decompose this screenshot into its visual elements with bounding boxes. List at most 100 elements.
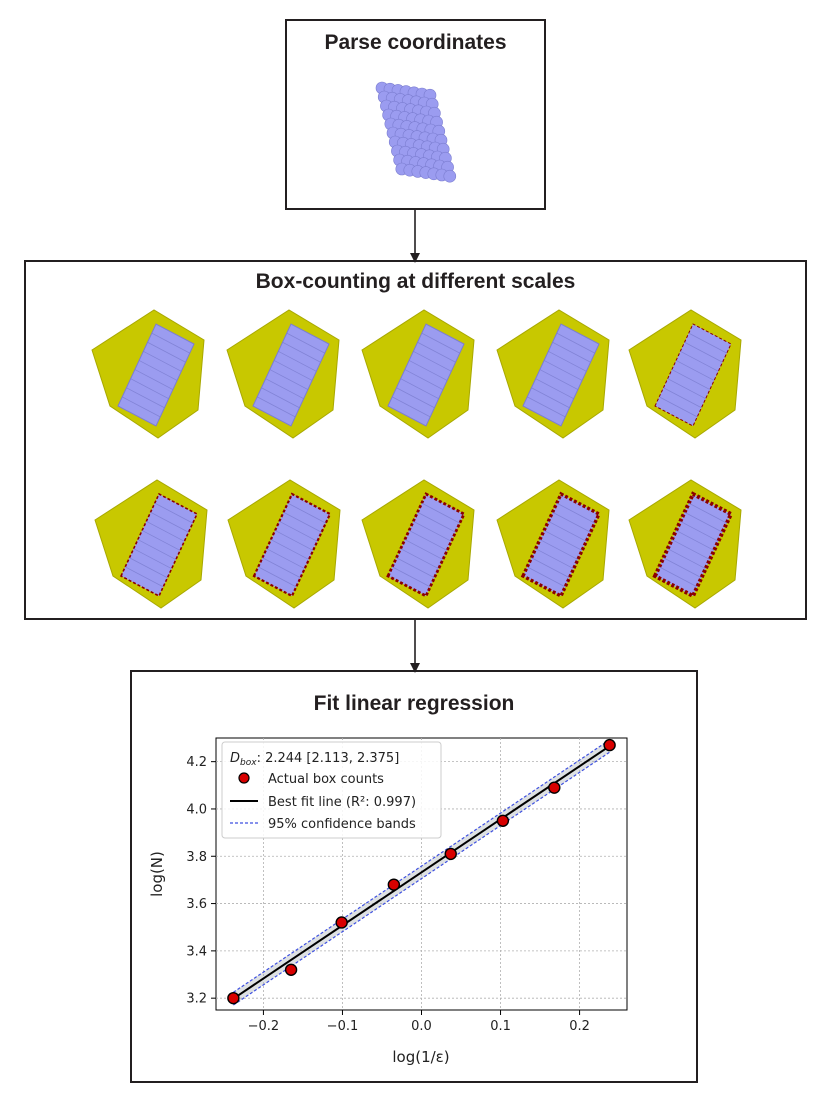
- box-counting-illustrations: [91, 309, 742, 609]
- atom-row: [151, 332, 190, 354]
- atom-row: [396, 557, 435, 579]
- box-counting-panel: [226, 309, 340, 439]
- atom-row: [150, 511, 189, 533]
- data-point: [548, 781, 561, 794]
- y-axis-label: log(N): [148, 851, 166, 897]
- regression-chart: −0.2 −0.1 0.0 0.1 0.2 3.2 3.4 3.6 3.8 4.0 4.2 log…: [148, 737, 628, 1066]
- atom-row: [675, 360, 715, 381]
- atom-row: [287, 502, 326, 524]
- x-tick-label: −0.2: [248, 1019, 280, 1034]
- atom-row: [417, 341, 456, 363]
- atom-row: [408, 360, 448, 381]
- box-counting-panel: [361, 309, 475, 439]
- dbox-subscript: box: [240, 758, 257, 768]
- atom-row: [663, 387, 702, 409]
- dbox-symbol: D: [230, 751, 240, 766]
- atom-row: [680, 520, 719, 542]
- atom-row: [122, 396, 161, 418]
- box-counting-panel: [496, 309, 610, 439]
- nanoparticle-illustration: [375, 81, 457, 183]
- data-point: [496, 814, 510, 827]
- atom-row: [261, 387, 300, 409]
- atom-row: [400, 548, 439, 570]
- atom-row: [543, 360, 583, 381]
- box-counting-panel: [94, 479, 208, 609]
- data-points: [227, 738, 616, 1005]
- atom-row: [556, 332, 595, 354]
- atom-row: [421, 502, 460, 524]
- atom-row: [273, 360, 313, 381]
- atom-row: [283, 511, 322, 533]
- data-point: [444, 847, 457, 861]
- atom-row: [675, 530, 715, 551]
- x-tick-label: 0.1: [490, 1019, 511, 1034]
- atom-row: [684, 511, 723, 533]
- fit-line: [232, 745, 611, 1000]
- atom-row: [688, 332, 727, 354]
- box-counting-panel: [628, 479, 742, 609]
- atom-row: [269, 369, 309, 390]
- atom-row: [408, 530, 448, 551]
- y-tick-label: 3.4: [186, 944, 207, 959]
- confidence-band-upper: [233, 739, 610, 993]
- atom-row: [539, 369, 579, 390]
- legend-label-points: Actual box counts: [268, 772, 384, 787]
- atom-row: [133, 548, 172, 570]
- atom-row: [421, 332, 460, 354]
- atom-row: [286, 332, 325, 354]
- atom-row: [258, 566, 297, 588]
- atom-sphere: [443, 169, 457, 183]
- atom-row: [146, 520, 185, 542]
- atom-row: [413, 520, 452, 542]
- chart-legend: Dbox: 2.244 [2.113, 2.375] Actual box co…: [221, 741, 442, 839]
- x-tick-label: −0.1: [327, 1019, 359, 1034]
- legend-frame: [221, 741, 442, 839]
- atom-row: [125, 566, 164, 588]
- atom-row: [404, 539, 444, 560]
- atom-row: [147, 341, 186, 363]
- atom-row: [531, 557, 570, 579]
- atom-row: [154, 502, 193, 524]
- atom-row: [137, 539, 177, 560]
- atom-row: [659, 566, 698, 588]
- x-tick-label: 0.2: [569, 1019, 590, 1034]
- atom-row: [257, 396, 296, 418]
- atom-row: [671, 369, 711, 390]
- confidence-band-lower: [233, 751, 610, 1006]
- legend-dbox: Dbox: 2.244 [2.113, 2.375]: [230, 751, 399, 768]
- parse-coordinates-title: Parse coordinates: [324, 31, 507, 54]
- x-axis-ticks: −0.2 −0.1 0.0 0.1 0.2: [248, 1010, 590, 1034]
- atom-row: [659, 396, 698, 418]
- atom-row: [400, 378, 439, 400]
- best-fit-line: [232, 745, 611, 1000]
- atom-row: [667, 378, 706, 400]
- box-counting-panel: [628, 309, 742, 439]
- data-point: [603, 738, 616, 752]
- y-tick-label: 3.6: [186, 897, 207, 912]
- legend-marker-points: [238, 772, 250, 784]
- atom-row: [279, 520, 318, 542]
- atom-row: [667, 548, 706, 570]
- atom-row: [548, 350, 587, 372]
- box-counting-panel: [91, 309, 205, 439]
- x-tick-label: 0.0: [411, 1019, 432, 1034]
- atom-row: [143, 350, 182, 372]
- atom-row: [404, 369, 444, 390]
- y-tick-label: 3.8: [186, 850, 207, 865]
- atom-row: [278, 350, 317, 372]
- atom-row: [671, 539, 711, 560]
- atom-row: [688, 502, 727, 524]
- parse-coordinates-step: Parse coordinates: [285, 19, 546, 210]
- data-point: [387, 878, 401, 891]
- atom-row: [552, 511, 591, 533]
- atom-row: [552, 341, 591, 363]
- y-axis-ticks: 3.2 3.4 3.6 3.8 4.0 4.2: [186, 755, 216, 1007]
- atom-row: [274, 530, 314, 551]
- data-point: [284, 963, 298, 976]
- y-tick-label: 4.2: [186, 755, 207, 770]
- atom-row: [531, 387, 570, 409]
- atom-row: [684, 341, 723, 363]
- atom-row: [556, 502, 595, 524]
- y-tick-label: 4.0: [186, 802, 207, 817]
